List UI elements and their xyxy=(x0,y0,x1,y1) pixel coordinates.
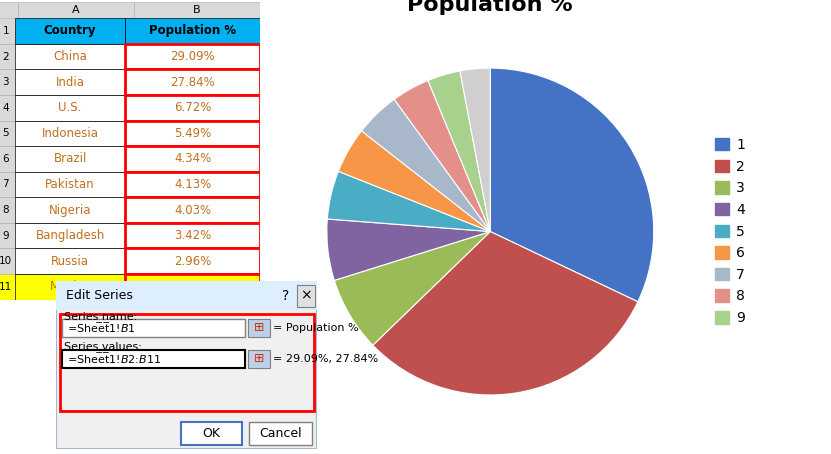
FancyBboxPatch shape xyxy=(15,172,125,197)
Text: =Sheet1!$B$1: =Sheet1!$B$1 xyxy=(67,322,136,334)
Text: 7: 7 xyxy=(2,179,9,189)
Text: A: A xyxy=(72,5,80,15)
Wedge shape xyxy=(338,131,490,232)
Text: OK: OK xyxy=(203,427,220,440)
FancyBboxPatch shape xyxy=(125,69,260,95)
FancyBboxPatch shape xyxy=(181,422,242,444)
Text: 3.42%: 3.42% xyxy=(174,229,211,242)
FancyBboxPatch shape xyxy=(15,248,125,274)
Text: =Sheet1!$B$2:$B$11: =Sheet1!$B$2:$B$11 xyxy=(67,353,161,365)
Title: Population %: Population % xyxy=(407,0,573,15)
Text: Bangladesh: Bangladesh xyxy=(36,229,105,242)
Text: China: China xyxy=(53,50,87,63)
FancyBboxPatch shape xyxy=(0,95,15,120)
Legend: 1, 2, 3, 4, 5, 6, 7, 8, 9: 1, 2, 3, 4, 5, 6, 7, 8, 9 xyxy=(710,133,750,331)
Text: 4: 4 xyxy=(2,103,9,113)
Wedge shape xyxy=(327,219,490,281)
FancyBboxPatch shape xyxy=(125,274,260,300)
Wedge shape xyxy=(394,80,490,232)
FancyBboxPatch shape xyxy=(125,223,260,248)
FancyBboxPatch shape xyxy=(0,44,15,69)
Text: ⊞: ⊞ xyxy=(253,321,264,334)
Text: ⊞: ⊞ xyxy=(253,352,264,365)
FancyBboxPatch shape xyxy=(0,248,15,274)
Text: 5.49%: 5.49% xyxy=(174,127,211,140)
Text: Pakistan: Pakistan xyxy=(46,178,95,191)
Text: Edit Series: Edit Series xyxy=(66,289,133,302)
Wedge shape xyxy=(373,232,638,395)
FancyBboxPatch shape xyxy=(125,95,260,120)
FancyBboxPatch shape xyxy=(62,319,245,337)
FancyBboxPatch shape xyxy=(0,120,15,146)
FancyBboxPatch shape xyxy=(125,44,260,69)
Text: Mexico: Mexico xyxy=(50,281,91,293)
Text: U.S.: U.S. xyxy=(58,101,81,114)
Wedge shape xyxy=(361,99,490,232)
Text: 4.03%: 4.03% xyxy=(175,203,211,217)
Text: 4.34%: 4.34% xyxy=(174,153,211,165)
Text: Cancel: Cancel xyxy=(259,427,302,440)
Text: B: B xyxy=(193,5,201,15)
Text: Country: Country xyxy=(44,25,96,37)
FancyBboxPatch shape xyxy=(0,172,15,197)
FancyBboxPatch shape xyxy=(248,319,270,337)
Wedge shape xyxy=(428,71,490,232)
FancyBboxPatch shape xyxy=(134,2,260,18)
FancyBboxPatch shape xyxy=(125,120,260,146)
Text: 8: 8 xyxy=(2,205,9,215)
Text: 3: 3 xyxy=(2,77,9,87)
FancyBboxPatch shape xyxy=(0,223,15,248)
Text: = 29.09%, 27.84%: = 29.09%, 27.84% xyxy=(273,354,378,364)
Wedge shape xyxy=(327,171,490,232)
Text: = Population %: = Population % xyxy=(273,323,358,333)
Text: Series ̲v̲alues:: Series ̲v̲alues: xyxy=(63,341,141,352)
Text: 2.69%: 2.69% xyxy=(174,281,211,293)
FancyBboxPatch shape xyxy=(15,44,125,69)
Text: Population %: Population % xyxy=(149,25,236,37)
Text: 9: 9 xyxy=(2,231,9,241)
Text: 1: 1 xyxy=(2,26,9,36)
FancyBboxPatch shape xyxy=(56,281,317,449)
Text: 2.96%: 2.96% xyxy=(174,255,211,268)
FancyBboxPatch shape xyxy=(15,69,125,95)
FancyBboxPatch shape xyxy=(15,146,125,172)
FancyBboxPatch shape xyxy=(0,274,15,300)
Text: Brazil: Brazil xyxy=(53,153,86,165)
Text: Series ̲n̲ame:: Series ̲n̲ame: xyxy=(63,311,137,322)
FancyBboxPatch shape xyxy=(0,18,15,44)
FancyBboxPatch shape xyxy=(0,69,15,95)
FancyBboxPatch shape xyxy=(0,2,17,18)
FancyBboxPatch shape xyxy=(125,18,260,44)
Text: 29.09%: 29.09% xyxy=(170,50,215,63)
Text: ?: ? xyxy=(283,289,290,303)
FancyBboxPatch shape xyxy=(15,120,125,146)
FancyBboxPatch shape xyxy=(56,281,317,310)
Wedge shape xyxy=(334,232,490,345)
Wedge shape xyxy=(460,68,490,232)
Wedge shape xyxy=(490,68,654,302)
FancyBboxPatch shape xyxy=(0,197,15,223)
FancyBboxPatch shape xyxy=(15,274,125,300)
Text: 5: 5 xyxy=(2,128,9,138)
FancyBboxPatch shape xyxy=(62,350,245,368)
FancyBboxPatch shape xyxy=(15,197,125,223)
FancyBboxPatch shape xyxy=(15,95,125,120)
Text: Russia: Russia xyxy=(52,255,89,268)
Text: Nigeria: Nigeria xyxy=(49,203,91,217)
FancyBboxPatch shape xyxy=(15,18,125,44)
Text: ×: × xyxy=(300,289,312,303)
FancyBboxPatch shape xyxy=(17,2,134,18)
Text: India: India xyxy=(56,76,85,89)
Text: 6.72%: 6.72% xyxy=(174,101,211,114)
Text: 4.13%: 4.13% xyxy=(174,178,211,191)
FancyBboxPatch shape xyxy=(125,146,260,172)
Text: 6: 6 xyxy=(2,154,9,164)
FancyBboxPatch shape xyxy=(15,223,125,248)
Text: 27.84%: 27.84% xyxy=(170,76,215,89)
Text: 11: 11 xyxy=(0,282,12,292)
FancyBboxPatch shape xyxy=(0,146,15,172)
FancyBboxPatch shape xyxy=(125,197,260,223)
FancyBboxPatch shape xyxy=(297,285,315,307)
Text: 2: 2 xyxy=(2,52,9,62)
